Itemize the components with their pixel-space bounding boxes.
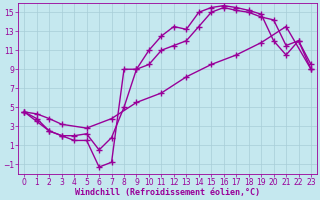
X-axis label: Windchill (Refroidissement éolien,°C): Windchill (Refroidissement éolien,°C) [75,188,260,197]
